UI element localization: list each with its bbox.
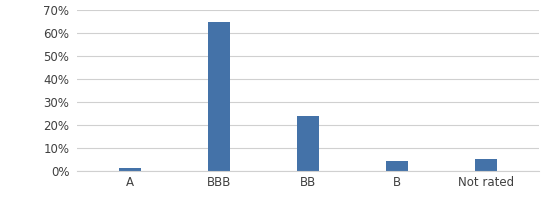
Bar <box>119 168 141 171</box>
Bar <box>475 159 497 171</box>
Bar <box>208 22 230 171</box>
Bar <box>386 161 408 171</box>
Bar <box>297 116 319 171</box>
